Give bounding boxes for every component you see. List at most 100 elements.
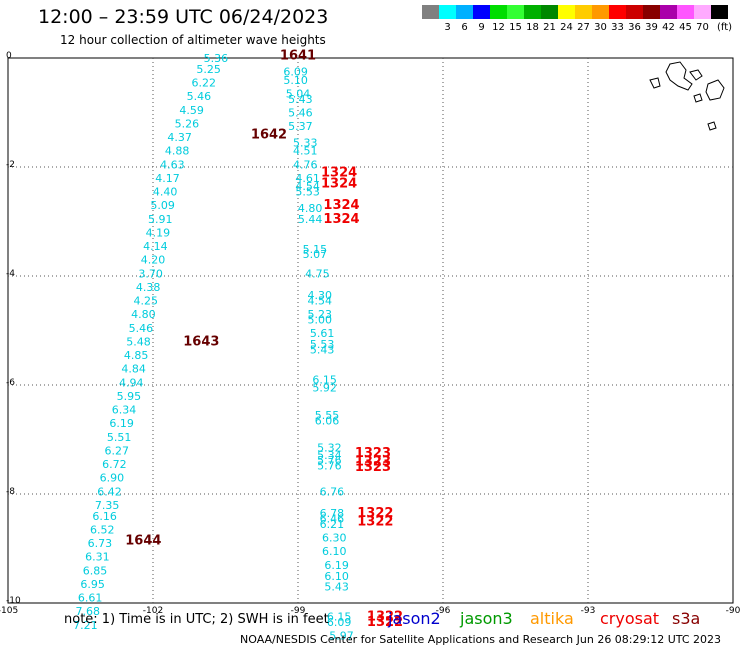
swh-value: 5.95 bbox=[117, 390, 142, 403]
swh-value: 5.76 bbox=[317, 460, 342, 473]
scale-swatch bbox=[473, 5, 490, 19]
y-tick-label: -4 bbox=[6, 269, 15, 279]
swh-value: 4.54 bbox=[308, 295, 333, 308]
y-tick-label: -2 bbox=[6, 160, 15, 170]
swh-value: 6.61 bbox=[78, 592, 103, 605]
swh-value: 4.80 bbox=[131, 308, 156, 321]
scale-swatch bbox=[422, 5, 439, 19]
scale-swatch bbox=[558, 5, 575, 19]
x-tick-label: -96 bbox=[436, 606, 451, 616]
scale-swatch bbox=[541, 5, 558, 19]
swh-value: 4.30 bbox=[308, 289, 333, 302]
map-subtitle: 12 hour collection of altimeter wave hei… bbox=[60, 33, 326, 47]
y-tick-label: 0 bbox=[6, 51, 12, 61]
swh-value: 6.10 bbox=[324, 570, 349, 583]
swh-value: 5.25 bbox=[196, 63, 221, 76]
swh-value: 4.51 bbox=[293, 145, 318, 158]
scale-swatch bbox=[677, 5, 694, 19]
swh-value: 6.90 bbox=[100, 472, 125, 485]
scale-label: 27 bbox=[577, 22, 590, 33]
swh-value: 6.19 bbox=[324, 559, 349, 572]
y-tick-label: -6 bbox=[6, 378, 15, 388]
swh-value: 5.43 bbox=[324, 581, 349, 594]
swh-value: 6.27 bbox=[105, 444, 130, 457]
scale-label: 18 bbox=[526, 22, 539, 33]
swh-value: 6.72 bbox=[102, 458, 127, 471]
time-label: 1644 bbox=[125, 533, 161, 548]
scale-swatch bbox=[694, 5, 711, 19]
swh-value: 6.30 bbox=[322, 532, 347, 545]
time-label: 1641 bbox=[280, 48, 316, 63]
scale-label: 45 bbox=[679, 22, 692, 33]
swh-value: 6.22 bbox=[192, 77, 217, 90]
coastline-island-2 bbox=[649, 77, 661, 89]
swh-value: 4.63 bbox=[160, 158, 185, 171]
swh-value: 5.76 bbox=[317, 454, 342, 467]
swh-value: 5.43 bbox=[310, 344, 335, 357]
footer-credit: NOAA/NESDIS Center for Satellite Applica… bbox=[240, 633, 722, 646]
satellite-jason2: jason2 bbox=[388, 609, 441, 628]
swh-value: 5.92 bbox=[312, 382, 337, 395]
coastline-island-5 bbox=[693, 93, 703, 103]
satellite-jason3: jason3 bbox=[460, 609, 513, 628]
time-label: 1643 bbox=[183, 334, 219, 349]
time-label: 1322 bbox=[357, 514, 393, 529]
coastline-island-6 bbox=[707, 121, 717, 131]
swh-value: 5.26 bbox=[175, 117, 200, 130]
scale-unit: (ft) bbox=[716, 22, 733, 33]
scale-label: 42 bbox=[662, 22, 675, 33]
scale-swatch bbox=[439, 5, 456, 19]
swh-value: 5.46 bbox=[187, 90, 212, 103]
swh-value: 6.15 bbox=[312, 374, 337, 387]
swh-value: 5.23 bbox=[308, 308, 333, 321]
coastline-island-4 bbox=[705, 79, 725, 101]
swh-value: 4.94 bbox=[119, 376, 144, 389]
scale-swatch bbox=[711, 5, 728, 19]
scale-label: 24 bbox=[560, 22, 573, 33]
swh-value: 5.00 bbox=[308, 314, 333, 327]
time-label: 1324 bbox=[323, 212, 359, 227]
x-tick-label: -90 bbox=[726, 606, 740, 616]
scale-swatch bbox=[507, 5, 524, 19]
scale-label: 9 bbox=[478, 22, 485, 33]
swh-value: 5.46 bbox=[129, 322, 154, 335]
time-label: 1322 bbox=[367, 610, 403, 625]
map-title: 12:00 – 23:59 UTC 06/24/2023 bbox=[38, 6, 329, 28]
swh-value: 5.91 bbox=[148, 213, 173, 226]
swh-value: 6.95 bbox=[80, 578, 105, 591]
scale-label: 33 bbox=[611, 22, 624, 33]
swh-value: 5.53 bbox=[310, 338, 335, 351]
y-tick-label: -10 bbox=[6, 596, 21, 606]
swh-value: 5.15 bbox=[303, 243, 328, 256]
swh-value: 6.10 bbox=[322, 545, 347, 558]
swh-value: 4.80 bbox=[298, 202, 323, 215]
swh-value: 5.32 bbox=[317, 442, 342, 455]
time-label: 1322 bbox=[357, 506, 393, 521]
galapagos-coastline bbox=[649, 61, 725, 131]
swh-value: 5.10 bbox=[283, 74, 308, 87]
scale-label: 39 bbox=[645, 22, 658, 33]
swh-value: 5.97 bbox=[329, 630, 354, 643]
time-label: 1642 bbox=[251, 127, 287, 142]
scale-label: 12 bbox=[492, 22, 505, 33]
swh-value: 6.06 bbox=[315, 414, 340, 427]
swh-value: 4.54 bbox=[295, 180, 320, 193]
time-label: 1323 bbox=[355, 446, 391, 461]
swh-value: 5.44 bbox=[298, 213, 323, 226]
time-label: 1324 bbox=[321, 165, 357, 180]
swh-value: 5.43 bbox=[288, 93, 313, 106]
swh-value: 4.37 bbox=[167, 131, 192, 144]
satellite-cryosat: cryosat bbox=[600, 609, 660, 628]
scale-label: 6 bbox=[461, 22, 468, 33]
swh-value: 7.21 bbox=[73, 619, 98, 632]
time-label: 1324 bbox=[323, 198, 359, 213]
swh-value: 6.34 bbox=[112, 404, 137, 417]
scale-label: 3 bbox=[444, 22, 451, 33]
scale-label: 21 bbox=[543, 22, 556, 33]
time-label: 1323 bbox=[355, 454, 391, 469]
swh-value: 5.51 bbox=[107, 431, 132, 444]
swh-value: 4.19 bbox=[146, 226, 171, 239]
swh-value: 4.84 bbox=[121, 363, 146, 376]
note-text: note: 1) Time is in UTC; 2) SWH is in fe… bbox=[64, 612, 329, 627]
